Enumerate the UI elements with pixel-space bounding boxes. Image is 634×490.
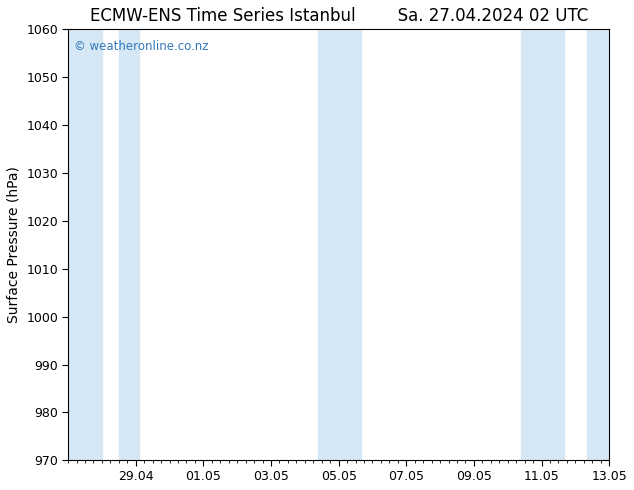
Bar: [521, 29, 564, 460]
Y-axis label: Surface Pressure (hPa): Surface Pressure (hPa): [7, 167, 21, 323]
Bar: [318, 29, 361, 460]
Title: ECMW-ENS Time Series Istanbul        Sa. 27.04.2024 02 UTC: ECMW-ENS Time Series Istanbul Sa. 27.04.…: [89, 7, 588, 25]
Bar: [119, 29, 139, 460]
Bar: [587, 29, 609, 460]
Text: © weatheronline.co.nz: © weatheronline.co.nz: [74, 40, 208, 53]
Bar: [68, 29, 102, 460]
